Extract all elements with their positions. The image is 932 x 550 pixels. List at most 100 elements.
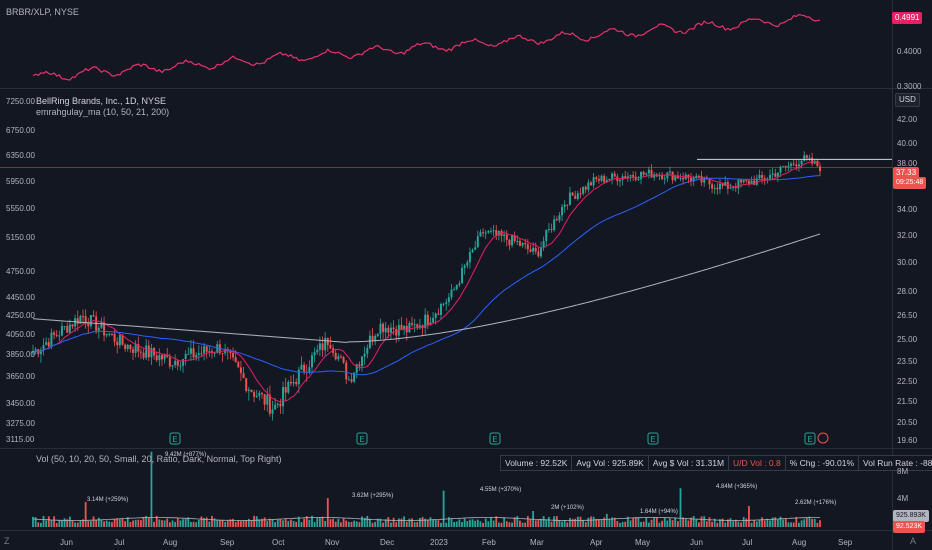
volume-bar [321,516,324,527]
volume-bar [695,519,698,527]
volume-bar [642,521,645,527]
volume-bar [540,518,542,527]
candle-body [597,179,600,181]
candle-body [284,386,287,393]
volume-bar [816,522,819,527]
volume-bar [326,498,329,527]
volume-bar [318,517,321,527]
candle-body [87,322,90,327]
candle-body [563,204,566,207]
price-scale[interactable] [892,0,932,550]
time-tick: Apr [590,538,603,547]
volume-bar [369,519,371,527]
candle-body [537,251,540,257]
candle-body [650,169,653,178]
volume-bar [390,522,392,527]
candle-body [371,335,374,341]
volume-bar [790,522,792,527]
volume-bar [187,517,190,527]
candle-body [324,337,327,351]
volume-bar [176,518,179,527]
pane-separator[interactable] [0,88,932,89]
candle-body [653,174,656,178]
candle-body [79,316,82,324]
earnings-marker-label: E [172,435,177,444]
volume-bar [808,516,811,527]
candle-body [505,234,508,240]
volume-bar [342,518,345,527]
volume-bar [574,518,577,527]
candle-body [82,316,85,318]
time-tick: Nov [325,538,340,547]
candle-body [445,302,448,304]
candle-body [434,313,437,318]
log-scale-tick: 5550.00 [6,204,35,213]
candle-body [39,350,42,355]
volume-bar [692,515,695,527]
pane-separator[interactable] [0,448,932,449]
candle-body [679,177,682,179]
candle-body [568,192,571,205]
volume-bar [634,517,637,527]
candle-body [71,324,74,327]
candle-body [334,352,337,360]
candle-body [439,304,442,315]
candle-body [234,357,237,362]
volume-bar [711,521,713,527]
volume-bar [61,520,63,527]
candle-body [187,353,190,355]
volume-bar [803,519,806,527]
auto-scale-icon[interactable]: A [910,536,917,546]
volume-bar [666,520,669,527]
candle-body [195,354,198,358]
volume-bar [792,522,795,527]
volume-bar [355,521,358,527]
volume-bar [129,522,132,527]
volume-bar [308,519,311,527]
volume-stats-table: Volume : 92.52K Avg Vol : 925.89K Avg $ … [500,455,932,471]
volume-bar [750,522,753,527]
candle-body [561,206,564,216]
main-symbol-title[interactable]: BellRing Brands, Inc., 1D, NYSE [36,96,167,106]
candle-body [110,333,113,335]
ma-200-line [32,233,821,343]
earnings-marker-icon [169,432,181,445]
candle-body [389,327,392,333]
candle-body [532,247,535,252]
volume-bar [32,516,34,527]
tradingview-logo-icon[interactable]: Z [4,536,10,546]
volume-bar [771,517,774,527]
volume-legend[interactable]: Vol (50, 10, 20, 50, Small, 20, Ratio, D… [36,454,282,464]
volume-bar [184,518,187,527]
time-tick: Mar [530,538,544,547]
volume-bar [195,522,198,527]
volume-bar [95,520,98,527]
candle-body [716,187,719,190]
candle-body [729,187,732,189]
stat-avg-dollar-vol: Avg $ Vol : 31.31M [649,456,730,470]
volume-bar [661,520,663,527]
price-tick: 20.50 [897,418,918,427]
volume-bar [455,521,458,527]
volume-bar [587,517,590,527]
candle-body [437,313,440,315]
volume-bar [811,518,814,527]
price-tick: 23.50 [897,357,918,366]
volume-bar [100,520,103,527]
candle-body [784,166,787,168]
volume-bar [619,522,621,527]
ratio-tick: 0.3000 [897,82,922,91]
currency-button[interactable]: USD [895,93,920,107]
volume-annotation: 4.55M (+370%) [480,487,522,493]
price-tick: 32.00 [897,231,918,240]
candle-body [747,180,750,185]
indicator-legend[interactable]: emrahgulay_ma (10, 50, 21, 200) [36,107,170,117]
candle-body [495,230,498,236]
volume-bar [276,519,279,527]
volume-bar [90,521,92,527]
volume-tick: 4M [897,494,909,503]
candle-body [584,186,587,190]
candle-body [516,240,519,242]
candle-body [89,315,92,327]
